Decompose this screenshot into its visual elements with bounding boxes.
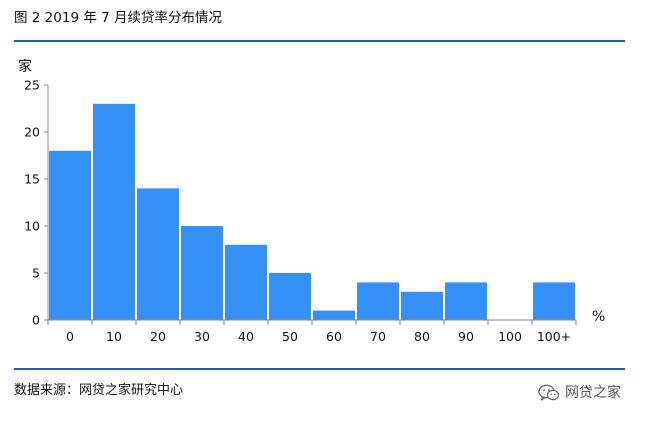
bar-90 [445, 282, 487, 320]
x-tick-label: 100 [498, 329, 522, 344]
wechat-icon [538, 384, 560, 401]
watermark-text: 网贷之家 [565, 385, 621, 401]
y-tick-label: 0 [32, 313, 40, 328]
x-tick-label: 100+ [537, 329, 571, 344]
bar-0 [49, 150, 91, 320]
x-tick-label: 20 [150, 329, 166, 344]
data-source-note: 数据来源：网贷之家研究中心 [14, 383, 184, 398]
bar-60 [313, 310, 355, 320]
figure-title: 图 2 2019 年 7 月续贷率分布情况 [14, 10, 222, 26]
y-tick-label: 20 [24, 125, 40, 140]
x-tick-label: 80 [414, 329, 430, 344]
y-axis-unit-label: 家 [18, 58, 32, 75]
bar-50 [269, 273, 311, 320]
y-tick-label: 15 [24, 172, 40, 187]
top-divider [14, 40, 625, 42]
x-ticks-layer: 0 10 20 30 40 50 60 70 80 90 100 100+ [47, 320, 577, 344]
y-tick-label: 5 [32, 266, 40, 281]
x-tick-label: 30 [194, 329, 210, 344]
bottom-divider [14, 368, 625, 370]
bar-10 [93, 103, 135, 320]
bar-70 [357, 282, 399, 320]
x-tick-label: 50 [282, 329, 298, 344]
x-axis-unit-label: % [592, 309, 605, 325]
x-tick-label: 0 [66, 329, 74, 344]
x-tick-label: 70 [370, 329, 386, 344]
bar-100+ [533, 282, 575, 320]
x-tick-label: 90 [458, 329, 474, 344]
bar-chart: 家 % 0 5 10 15 20 25 0 10 20 30 40 50 60 70 80 90 100 100… [18, 58, 605, 344]
bar-30 [181, 226, 223, 320]
watermark: 网贷之家 [538, 384, 621, 402]
x-tick-label: 60 [326, 329, 342, 344]
y-tick-label: 25 [24, 78, 40, 93]
bar-80 [401, 291, 443, 320]
y-tick-label: 10 [24, 219, 40, 234]
x-tick-label: 40 [238, 329, 254, 344]
x-tick-label: 10 [106, 329, 122, 344]
bar-20 [137, 188, 179, 320]
bars-layer [49, 103, 575, 320]
y-ticks-layer: 0 5 10 15 20 25 [24, 78, 48, 328]
bar-40 [225, 244, 267, 320]
